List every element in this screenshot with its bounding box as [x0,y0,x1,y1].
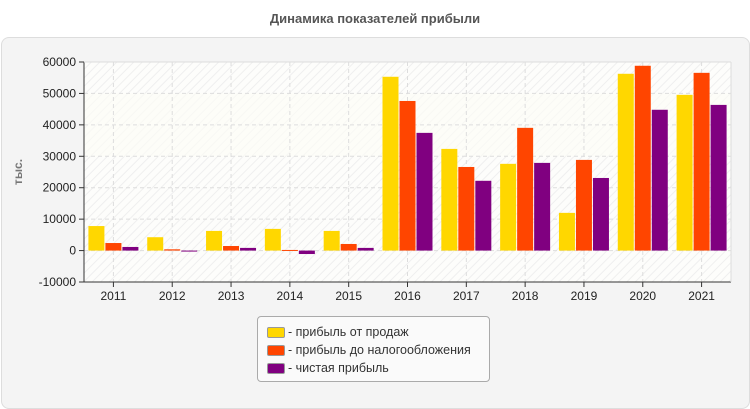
bar [676,94,693,251]
x-tick-label: 2021 [688,289,715,303]
bar [575,159,592,251]
legend-label: - чистая прибыль [288,361,389,375]
bar [399,100,416,251]
x-tick-label: 2016 [394,289,421,303]
legend-item: - чистая прибыль [267,359,489,377]
x-tick-label: 2012 [159,289,186,303]
y-tick-label: -10000 [39,275,77,289]
bar [122,246,139,251]
bar [223,246,240,251]
bar [240,247,257,251]
bar [88,226,105,251]
x-tick-label: 2014 [277,289,304,303]
bar [340,243,357,251]
bar [458,166,475,251]
x-tick-label: 2019 [571,289,598,303]
bar [416,132,433,251]
legend: - прибыль от продаж - прибыль до налогоо… [257,316,490,382]
legend-swatch [267,362,285,374]
legend-item: - прибыль от продаж [267,323,489,341]
x-tick-label: 2020 [629,289,656,303]
y-tick-label: 50000 [43,86,77,100]
bar [281,249,298,251]
y-tick-label: 20000 [43,181,77,195]
bar [298,250,315,255]
y-axis-label: тыс. [11,159,25,185]
bar [441,148,458,251]
bar [164,249,181,251]
bar [592,177,609,251]
x-tick-label: 2018 [512,289,539,303]
y-tick-label: 10000 [43,212,77,226]
x-tick-label: 2013 [218,289,245,303]
bar [357,247,374,251]
bar [558,212,575,251]
bar [517,127,534,251]
y-tick-label: 0 [69,244,76,258]
bar [264,228,281,251]
bar [475,180,492,251]
bar [206,230,223,251]
legend-swatch [267,326,285,338]
bar [651,109,668,251]
bar [105,243,122,251]
legend-label: - прибыль от продаж [288,325,409,339]
legend-label: - прибыль до налогообложения [288,343,471,357]
y-tick-label: 60000 [43,55,77,69]
bar [634,65,651,251]
legend-item: - прибыль до налогообложения [267,341,489,359]
x-tick-label: 2011 [101,289,127,303]
bar [500,163,517,251]
y-tick-label: 40000 [43,118,77,132]
bar [147,237,164,251]
bar [710,104,727,251]
bar [181,250,198,252]
y-tick-label: 30000 [43,149,77,163]
bar [534,162,551,251]
x-tick-label: 2017 [453,289,480,303]
chart-title: Динамика показателей прибыли [269,11,481,26]
x-tick-label: 2015 [335,289,362,303]
bar [323,230,340,251]
bar-chart: -10000 0 10000 20000 30000 40000 50000 60000 201… [11,55,732,303]
bar [382,76,399,251]
bar [693,72,710,251]
bar [617,73,634,251]
legend-swatch [267,344,285,356]
